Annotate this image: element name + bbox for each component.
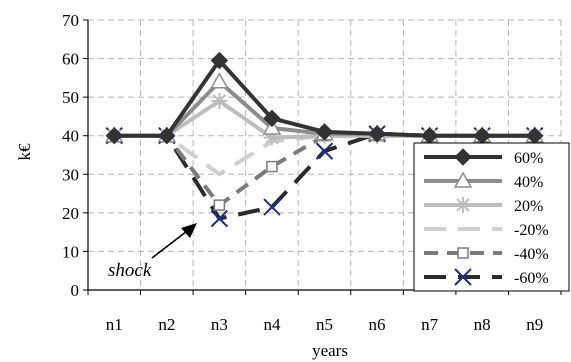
x-tick-label: n5 — [316, 315, 333, 334]
y-axis-title: k€ — [15, 143, 34, 161]
annotation-label: shock — [108, 260, 152, 281]
y-tick-label: 20 — [62, 204, 79, 223]
data-point — [315, 142, 334, 160]
y-tick-label: 70 — [62, 11, 79, 30]
x-tick-label: n8 — [474, 315, 491, 334]
legend-entry: 20% — [424, 197, 543, 215]
y-tick-label: 40 — [62, 127, 79, 146]
y-tick-label: 60 — [62, 50, 79, 69]
legend-entry: 40% — [424, 171, 543, 191]
x-tick-label: n7 — [421, 315, 439, 334]
x-tick-label: n9 — [526, 315, 543, 334]
legend-entry: -40% — [424, 246, 549, 263]
series-line — [114, 133, 535, 177]
shock-annotation: shock — [108, 223, 197, 281]
y-tick-label: 10 — [62, 242, 79, 261]
data-point — [210, 72, 229, 89]
data-point — [266, 160, 278, 173]
legend-label: 20% — [514, 198, 543, 215]
annotation-arrowhead — [181, 223, 197, 238]
legend-label: 60% — [514, 150, 543, 167]
data-point — [105, 127, 123, 145]
data-point — [211, 93, 228, 109]
legend-marker — [454, 148, 472, 166]
legend-marker — [457, 247, 469, 259]
x-tick-label: n2 — [158, 315, 175, 334]
data-point — [210, 209, 229, 228]
series-neg20pct — [114, 133, 535, 177]
series-group — [104, 51, 545, 228]
x-tick-label: n4 — [263, 315, 281, 334]
x-tick-label: n3 — [211, 315, 228, 334]
legend-entry: -60% — [424, 268, 549, 287]
legend-label: -40% — [514, 246, 549, 263]
legend-label: 40% — [514, 174, 543, 191]
tick-labels: 0 10 20 30 40 50 60 70 n1 n2 n3 n4 n5 n6 n7 n8 n9 — [62, 11, 543, 334]
y-tick-label: 0 — [71, 281, 80, 300]
legend: 60% 40% 20% -20% -40% -60% — [413, 142, 570, 292]
data-point — [210, 51, 229, 70]
legend-marker — [454, 268, 472, 286]
legend-box — [413, 142, 570, 292]
legend-entry: 60% — [424, 148, 543, 167]
data-point — [158, 127, 176, 145]
legend-entry: -20% — [424, 222, 549, 239]
data-point — [263, 109, 281, 128]
annotation-arrow-shaft — [151, 227, 192, 259]
x-axis-title: years — [312, 341, 348, 360]
legend-label: -20% — [514, 222, 549, 239]
data-point — [315, 123, 334, 141]
x-tick-label: n6 — [369, 315, 386, 334]
x-tick-label: n1 — [106, 315, 123, 334]
data-point — [213, 199, 226, 211]
legend-label: -60% — [514, 270, 549, 287]
legend-marker — [455, 197, 471, 213]
data-point — [263, 198, 281, 216]
y-tick-label: 30 — [62, 165, 79, 184]
legend-marker — [453, 171, 473, 188]
y-tick-label: 50 — [62, 88, 79, 107]
data-point — [368, 125, 386, 143]
